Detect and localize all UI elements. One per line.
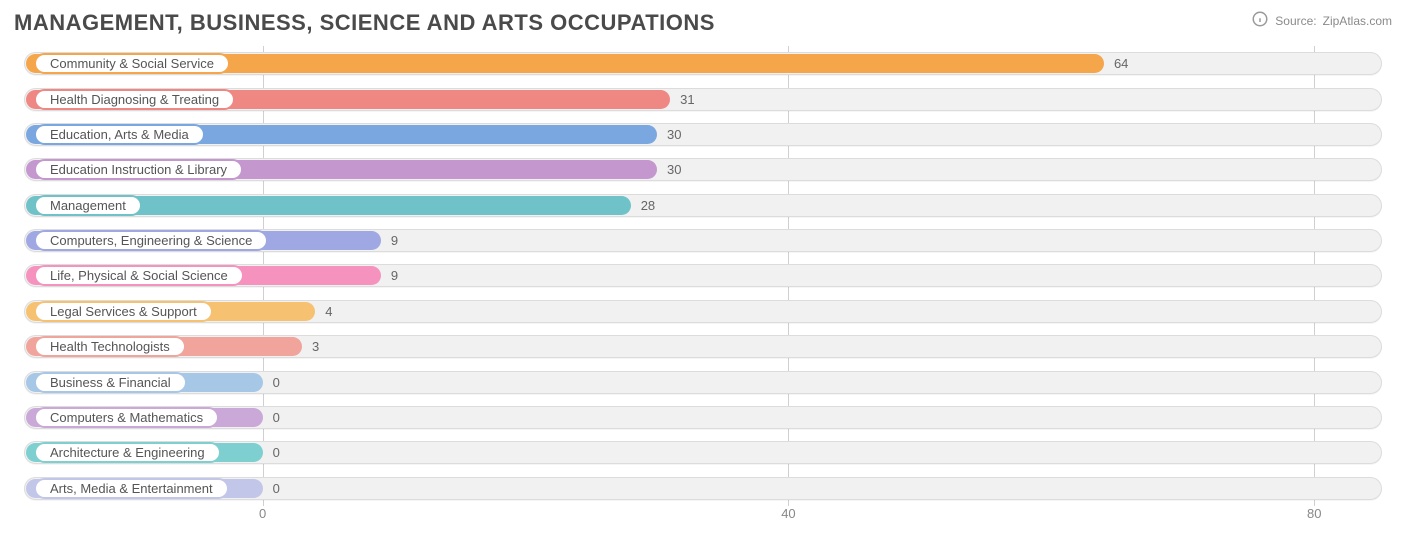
bar-value: 4 <box>325 304 332 319</box>
bar-row: Arts, Media & Entertainment 0 <box>14 473 1392 504</box>
source-name: ZipAtlas.com <box>1323 14 1392 28</box>
chart-container: MANAGEMENT, BUSINESS, SCIENCE AND ARTS O… <box>0 0 1406 559</box>
bar-value: 0 <box>273 375 280 390</box>
bar-label-pill: Computers, Engineering & Science <box>34 230 268 251</box>
bar-value: 0 <box>273 410 280 425</box>
bar-row: Life, Physical & Social Science 9 <box>14 260 1392 291</box>
info-icon <box>1251 10 1269 31</box>
bar-label-pill: Business & Financial <box>34 372 187 393</box>
bar-row: Computers & Mathematics 0 <box>14 402 1392 433</box>
x-tick: 80 <box>1307 506 1321 521</box>
bar-row: Health Technologists 3 <box>14 331 1392 362</box>
bar-value: 9 <box>391 268 398 283</box>
bar-rows: Community & Social Service 64 Health Diagn… <box>14 46 1392 506</box>
bar-row: Legal Services & Support 4 <box>14 296 1392 327</box>
plot: Community & Social Service 64 Health Diagn… <box>14 46 1392 506</box>
bar-value: 3 <box>312 339 319 354</box>
bar-row: Health Diagnosing & Treating 31 <box>14 84 1392 115</box>
bar-row: Education, Arts & Media 30 <box>14 119 1392 150</box>
bar-label-pill: Architecture & Engineering <box>34 442 221 463</box>
x-tick: 40 <box>781 506 795 521</box>
bar-row: Management 28 <box>14 190 1392 221</box>
x-tick: 0 <box>259 506 266 521</box>
bar-value: 64 <box>1114 56 1128 71</box>
bar-value: 9 <box>391 233 398 248</box>
source-attribution: Source: ZipAtlas.com <box>1251 10 1392 31</box>
header: MANAGEMENT, BUSINESS, SCIENCE AND ARTS O… <box>14 10 1392 36</box>
bar-value: 30 <box>667 162 681 177</box>
source-prefix: Source: <box>1275 14 1316 28</box>
bar-label-pill: Health Technologists <box>34 336 186 357</box>
bar-row: Business & Financial 0 <box>14 367 1392 398</box>
bar-row: Computers, Engineering & Science 9 <box>14 225 1392 256</box>
chart-area: Community & Social Service 64 Health Diagn… <box>14 46 1392 536</box>
bar-label-pill: Legal Services & Support <box>34 301 213 322</box>
bar-value: 0 <box>273 481 280 496</box>
bar-row: Community & Social Service 64 <box>14 48 1392 79</box>
bar-label-pill: Community & Social Service <box>34 53 230 74</box>
x-axis: 0 40 80 <box>14 506 1392 528</box>
bar-label-pill: Computers & Mathematics <box>34 407 219 428</box>
bar-label-pill: Education, Arts & Media <box>34 124 205 145</box>
bar-label-pill: Life, Physical & Social Science <box>34 265 244 286</box>
bar-label-pill: Management <box>34 195 142 216</box>
bar-value: 31 <box>680 92 694 107</box>
bar-label-pill: Arts, Media & Entertainment <box>34 478 229 499</box>
bar-value: 28 <box>641 198 655 213</box>
bar-value: 30 <box>667 127 681 142</box>
bar-label-pill: Health Diagnosing & Treating <box>34 89 235 110</box>
chart-title: MANAGEMENT, BUSINESS, SCIENCE AND ARTS O… <box>14 10 715 36</box>
bar-label-pill: Education Instruction & Library <box>34 159 243 180</box>
bar-row: Architecture & Engineering 0 <box>14 437 1392 468</box>
bar-row: Education Instruction & Library 30 <box>14 154 1392 185</box>
bar-value: 0 <box>273 445 280 460</box>
